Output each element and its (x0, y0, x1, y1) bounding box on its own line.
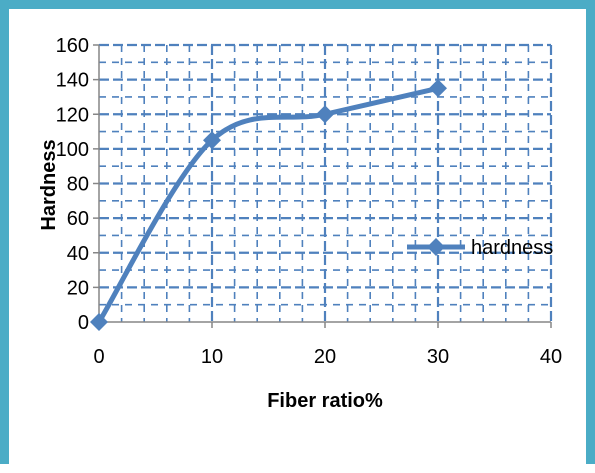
y-tick-label: 100 (56, 139, 89, 161)
y-tick-label: 140 (56, 70, 89, 92)
line-chart: 0 20 40 60 80 100 120 140 160 0 10 20 30 40 Fiber rat… (38, 35, 563, 412)
y-axis-title: Hardness (38, 139, 60, 230)
series-layer (90, 79, 447, 331)
x-axis-title: Fiber ratio% (267, 390, 383, 412)
grid-layer (99, 43, 553, 322)
legend: hardness (407, 237, 553, 259)
data-point-marker (90, 313, 108, 331)
axes-layer (93, 44, 552, 328)
data-point-marker (203, 131, 221, 150)
x-tick-label: 10 (201, 346, 223, 368)
legend-marker (427, 238, 445, 256)
series-line-hardness (96, 85, 441, 325)
legend-label: hardness (471, 237, 553, 259)
y-tick-label: 40 (67, 243, 89, 265)
y-tick-label: 120 (56, 104, 89, 126)
y-tick-label: 80 (67, 174, 89, 196)
y-tick-label: 20 (67, 277, 89, 299)
y-tick-label: 0 (78, 312, 89, 334)
y-tick-label: 60 (67, 208, 89, 230)
data-point-marker (316, 105, 334, 124)
x-tick-label: 30 (427, 346, 449, 368)
x-tick-label: 0 (93, 346, 104, 368)
labels-layer: 0 20 40 60 80 100 120 140 160 0 10 20 30 40 (56, 35, 563, 368)
data-point-marker (429, 79, 447, 98)
y-tick-label: 160 (56, 35, 89, 57)
x-tick-label: 20 (314, 346, 336, 368)
x-tick-label: 40 (540, 346, 562, 368)
